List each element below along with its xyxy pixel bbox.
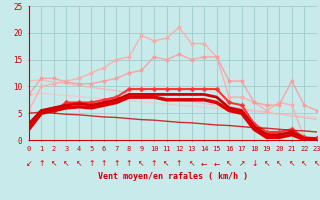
- Text: ↗: ↗: [238, 159, 245, 168]
- Text: ↖: ↖: [51, 159, 57, 168]
- Text: ↖: ↖: [276, 159, 283, 168]
- X-axis label: Vent moyen/en rafales ( km/h ): Vent moyen/en rafales ( km/h ): [98, 172, 248, 181]
- Text: ↖: ↖: [188, 159, 195, 168]
- Text: ↓: ↓: [251, 159, 257, 168]
- Text: ↑: ↑: [113, 159, 120, 168]
- Text: ←: ←: [201, 159, 207, 168]
- Text: ←: ←: [213, 159, 220, 168]
- Text: ↖: ↖: [314, 159, 320, 168]
- Text: ↑: ↑: [176, 159, 182, 168]
- Text: ↖: ↖: [301, 159, 308, 168]
- Text: ↖: ↖: [226, 159, 232, 168]
- Text: ↖: ↖: [138, 159, 145, 168]
- Text: ↖: ↖: [63, 159, 69, 168]
- Text: ↖: ↖: [163, 159, 170, 168]
- Text: ↑: ↑: [151, 159, 157, 168]
- Text: ↙: ↙: [26, 159, 32, 168]
- Text: ↑: ↑: [101, 159, 107, 168]
- Text: ↑: ↑: [38, 159, 44, 168]
- Text: ↑: ↑: [126, 159, 132, 168]
- Text: ↖: ↖: [264, 159, 270, 168]
- Text: ↑: ↑: [88, 159, 95, 168]
- Text: ↖: ↖: [289, 159, 295, 168]
- Text: ↖: ↖: [76, 159, 82, 168]
